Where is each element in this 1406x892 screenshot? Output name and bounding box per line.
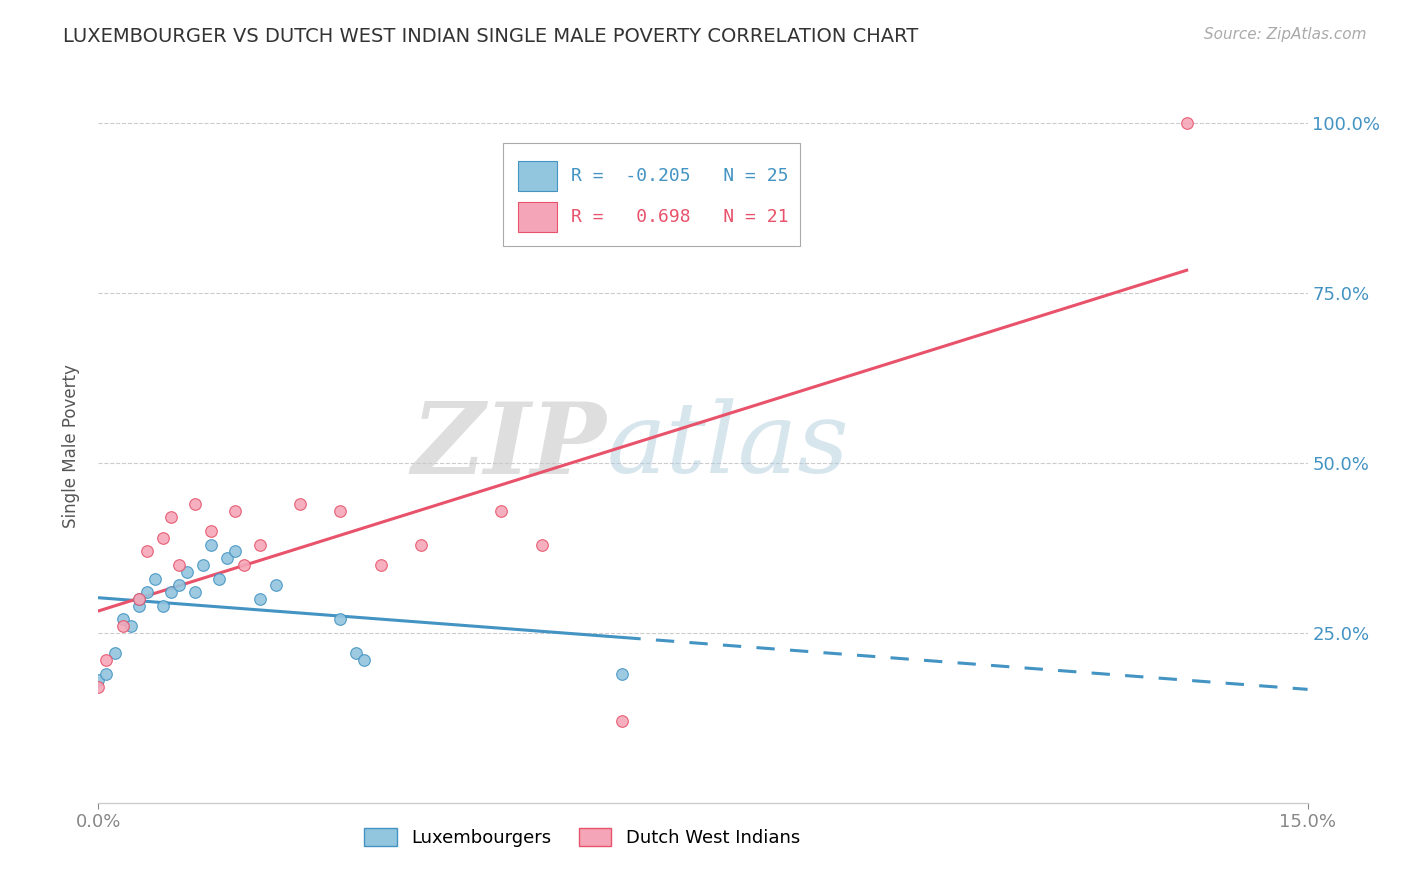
Point bbox=[111, 619, 134, 633]
Point bbox=[87, 673, 110, 688]
Point bbox=[96, 666, 118, 681]
FancyBboxPatch shape bbox=[503, 143, 800, 246]
Point bbox=[329, 612, 352, 626]
Point bbox=[184, 497, 207, 511]
Point bbox=[152, 599, 174, 613]
Point bbox=[232, 558, 254, 572]
Legend: Luxembourgers, Dutch West Indians: Luxembourgers, Dutch West Indians bbox=[357, 822, 807, 855]
Text: ZIP: ZIP bbox=[412, 398, 606, 494]
Point bbox=[96, 653, 118, 667]
Text: LUXEMBOURGER VS DUTCH WEST INDIAN SINGLE MALE POVERTY CORRELATION CHART: LUXEMBOURGER VS DUTCH WEST INDIAN SINGLE… bbox=[63, 27, 918, 45]
Point bbox=[409, 537, 432, 551]
Point bbox=[491, 503, 513, 517]
Point bbox=[103, 646, 125, 660]
Point bbox=[249, 537, 271, 551]
Point bbox=[612, 714, 634, 729]
Point bbox=[224, 503, 246, 517]
Point bbox=[120, 619, 142, 633]
FancyBboxPatch shape bbox=[517, 202, 557, 232]
Point bbox=[530, 537, 553, 551]
Point bbox=[200, 537, 222, 551]
Point bbox=[224, 544, 246, 558]
Text: Source: ZipAtlas.com: Source: ZipAtlas.com bbox=[1204, 27, 1367, 42]
Point bbox=[152, 531, 174, 545]
Point bbox=[370, 558, 392, 572]
Point bbox=[143, 572, 166, 586]
Point bbox=[264, 578, 287, 592]
Point bbox=[249, 591, 271, 606]
Point bbox=[128, 591, 150, 606]
Point bbox=[344, 646, 367, 660]
Point bbox=[87, 680, 110, 694]
Point bbox=[160, 585, 183, 599]
Point bbox=[200, 524, 222, 538]
Text: R =  -0.205   N = 25: R = -0.205 N = 25 bbox=[571, 167, 789, 185]
Text: atlas: atlas bbox=[606, 399, 849, 493]
Point bbox=[1175, 116, 1198, 130]
Point bbox=[176, 565, 198, 579]
Point bbox=[353, 653, 375, 667]
Point bbox=[135, 544, 157, 558]
Point bbox=[208, 572, 231, 586]
Text: R =   0.698   N = 21: R = 0.698 N = 21 bbox=[571, 208, 789, 227]
Point bbox=[288, 497, 311, 511]
Point bbox=[167, 558, 190, 572]
Point bbox=[160, 510, 183, 524]
Point bbox=[193, 558, 215, 572]
Point bbox=[612, 666, 634, 681]
Y-axis label: Single Male Poverty: Single Male Poverty bbox=[62, 364, 80, 528]
Point bbox=[128, 591, 150, 606]
Point bbox=[217, 551, 239, 566]
Point bbox=[329, 503, 352, 517]
Point bbox=[111, 612, 134, 626]
Point bbox=[184, 585, 207, 599]
Point bbox=[135, 585, 157, 599]
Point bbox=[128, 599, 150, 613]
Point bbox=[167, 578, 190, 592]
FancyBboxPatch shape bbox=[517, 161, 557, 191]
